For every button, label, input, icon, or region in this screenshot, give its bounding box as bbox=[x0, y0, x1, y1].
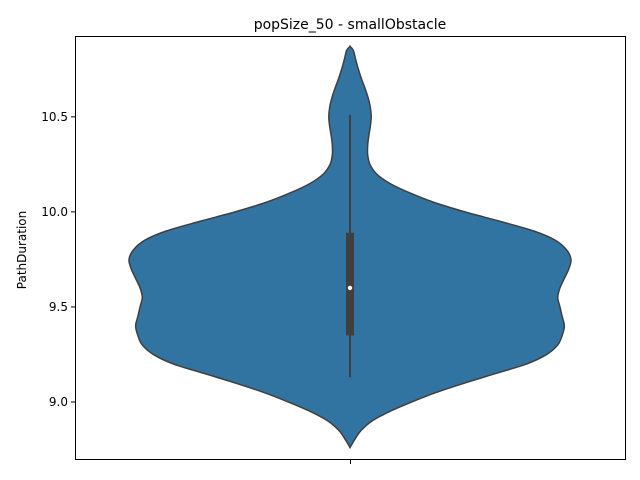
y-ticks: 9.0 9.5 10.0 10.5 bbox=[41, 110, 75, 409]
y-axis-title: PathDuration bbox=[15, 211, 29, 289]
y-tick-label: 9.5 bbox=[49, 300, 68, 314]
plot-area bbox=[128, 45, 572, 450]
median-marker bbox=[347, 285, 353, 291]
y-tick-label: 9.0 bbox=[49, 395, 68, 409]
y-tick-label: 10.5 bbox=[41, 110, 68, 124]
iqr-box bbox=[346, 232, 354, 336]
chart-title: popSize_50 - smallObstacle bbox=[254, 17, 447, 33]
axes-frame bbox=[75, 36, 626, 464]
y-tick-label: 10.0 bbox=[41, 205, 68, 219]
